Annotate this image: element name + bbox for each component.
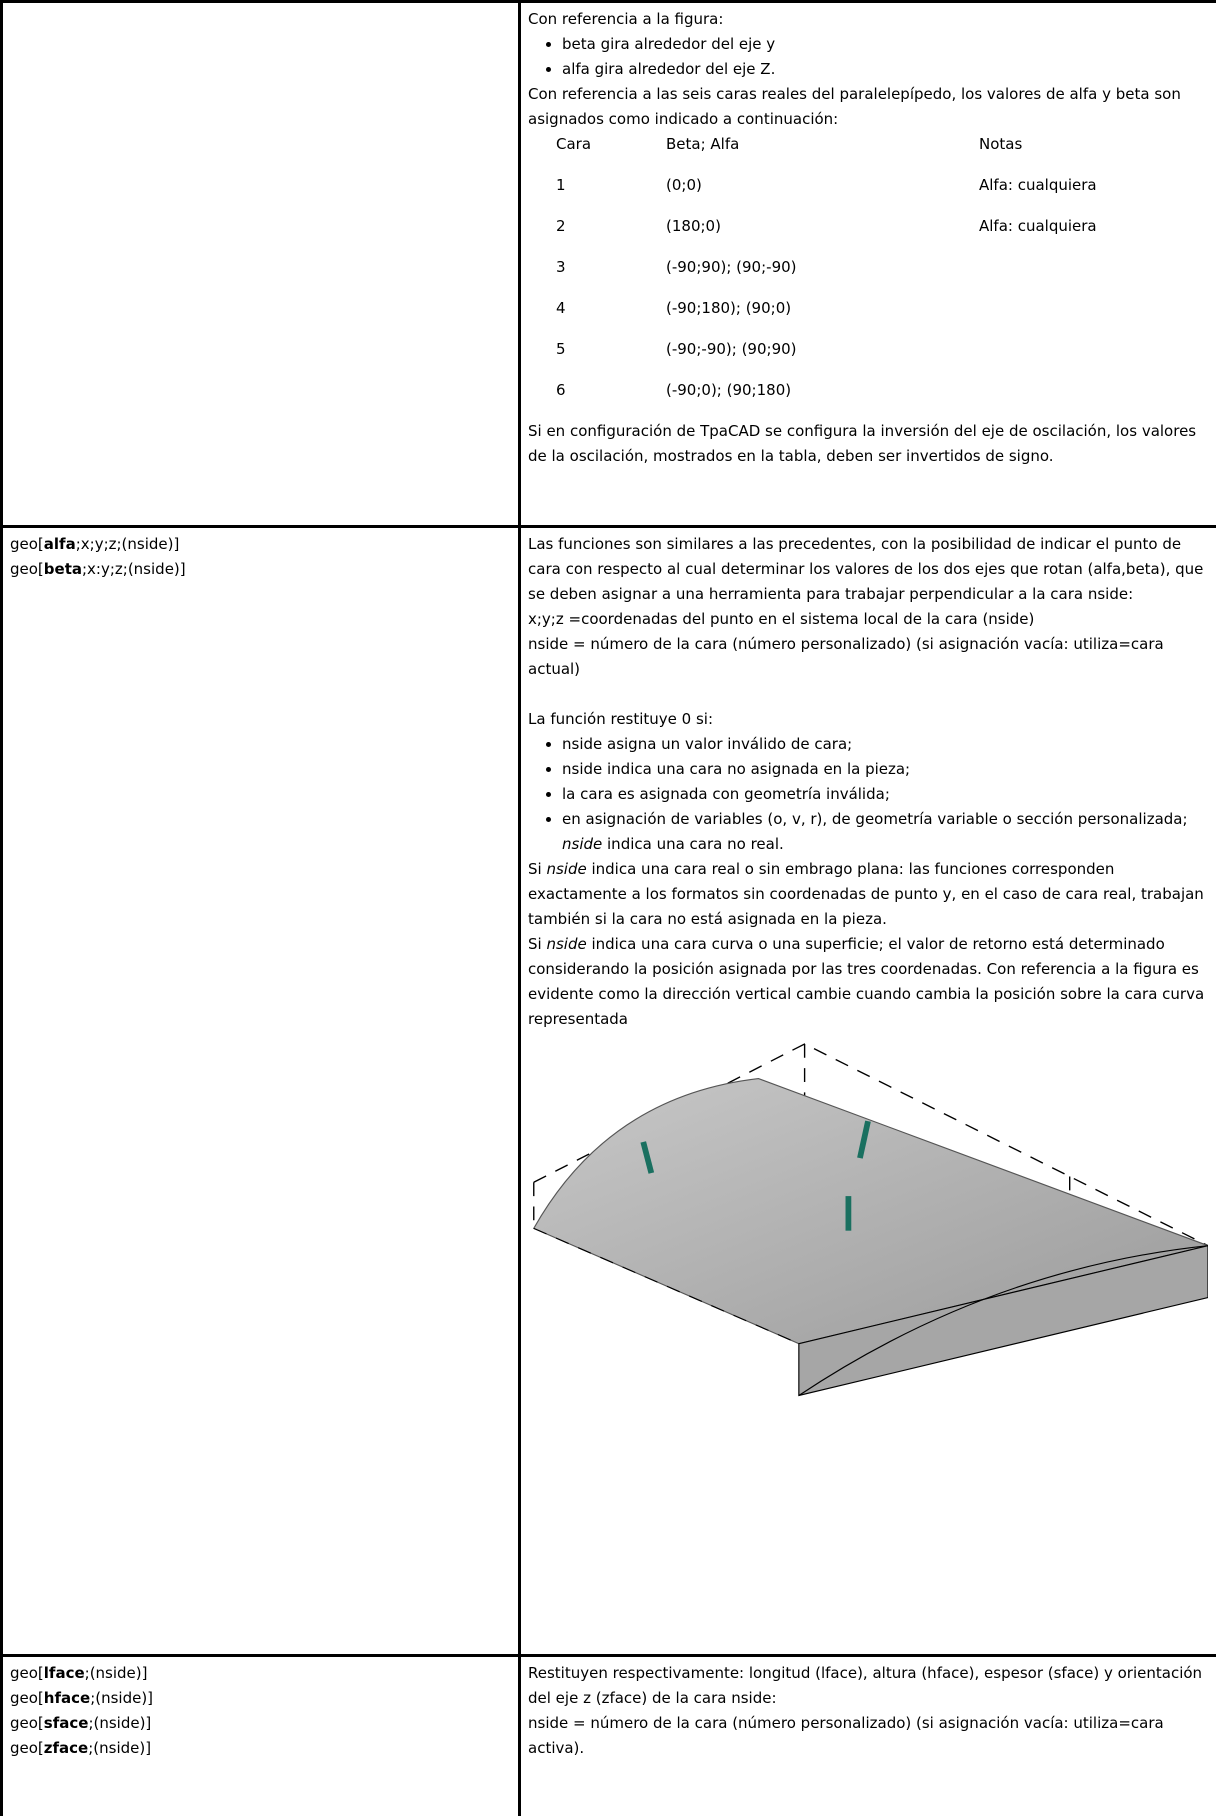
text: nside = número de la cara (número person… [528,635,1164,678]
code-part: geo[ [10,1739,44,1757]
list-item: beta gira alrededor del eje y [562,32,1209,57]
text: indica una cara curva o una superficie; … [528,935,1205,1028]
code-part: alfa [43,535,76,553]
cell-right: Con referencia a la figura: beta gira al… [518,0,1216,528]
table-row: 4 (-90;180); (90;0) [556,296,1097,337]
code-line: geo[zface;(nside)] [10,1736,511,1761]
text: Restituyen respectivamente: longitud (lf… [528,1664,1203,1707]
text: indica una cara real o sin embrago plana… [528,860,1204,928]
code-line: geo[lface;(nside)] [10,1661,511,1686]
table-cell: (0;0) [666,176,702,194]
list-item: alfa gira alrededor del eje Z. [562,57,1209,82]
table-cell: (-90;-90); (90;90) [666,340,797,358]
face-table: Cara Beta; Alfa Notas 1 (0;0) Alfa: cualquier… [556,132,1097,419]
code-part: geo[ [10,1714,44,1732]
list-item: nside asigna un valor inválido de cara; [562,732,1209,757]
code-part: ;x:y;z;(nside)] [81,560,186,578]
table-row: 5 (-90;-90); (90;90) [556,337,1097,378]
table-row: 3 (-90;90); (90;-90) [556,255,1097,296]
table-cell: (-90;180); (90;0) [666,299,792,317]
code-part: ;(nside)] [90,1689,154,1707]
cell-right: Restituyen respectivamente: longitud (lf… [518,1654,1216,1816]
code-line: geo[alfa;x;y;z;(nside)] [10,532,511,557]
table-cell: Alfa: cualquiera [979,217,1097,235]
text: nside = número de la cara (número person… [528,1714,1164,1757]
list-item: en asignación de variables (o, v, r), de… [562,807,1209,857]
text: nside [562,835,603,853]
text: Con referencia a las seis caras reales d… [528,85,1181,128]
table-row: Cara Beta; Alfa Notas [556,132,1097,173]
spacer [528,682,1209,707]
text: Si nside indica una cara real o sin embr… [528,857,1209,932]
table-row: 2 (180;0) Alfa: cualquiera [556,214,1097,255]
code-line: geo[hface;(nside)] [10,1686,511,1711]
table-cell: 1 [556,176,566,194]
text: Con referencia a la figura: [528,10,724,28]
cell-left [0,0,521,528]
row: geo[lface;(nside)] geo[hface;(nside)] geo[… [0,1654,1216,1816]
table-cell: Cara [556,135,592,153]
text: indica una cara no real. [602,835,784,853]
table-cell: 5 [556,340,566,358]
list-item: la cara es asignada con geometría inváli… [562,782,1209,807]
list: nside asigna un valor inválido de cara; … [528,732,1209,857]
code-line: geo[beta;x:y;z;(nside)] [10,557,511,582]
cell-left: geo[alfa;x;y;z;(nside)] geo[beta;x:y;z;(n… [0,525,521,1657]
cell-left: geo[lface;(nside)] geo[hface;(nside)] geo[… [0,1654,521,1816]
table-cell: (-90;90); (90;-90) [666,258,797,276]
row: Con referencia a la figura: beta gira al… [0,0,1216,528]
code-part: ;(nside)] [84,1664,148,1682]
text: x;y;z =coordenadas del punto en el siste… [528,610,1035,628]
code-part: geo[ [10,1664,44,1682]
text: Si en configuración de TpaCAD se configu… [528,422,1197,465]
list: beta gira alrededor del eje y alfa gira … [528,32,1209,82]
code-part: beta [43,560,82,578]
text: en asignación de variables (o, v, r), de… [562,810,1188,828]
table-cell: Notas [979,135,1023,153]
cell-right: Las funciones son similares a las preced… [518,525,1216,1657]
table-cell: (-90;0); (90;180) [666,381,792,399]
table-row: 1 (0;0) Alfa: cualquiera [556,173,1097,214]
figure [532,1043,1208,1397]
text: Las funciones son similares a las preced… [528,535,1204,603]
text: Si [528,935,547,953]
text: nside [546,860,587,878]
table-cell: 2 [556,217,566,235]
table-cell: 6 [556,381,566,399]
text: nside [546,935,587,953]
code-part: geo[ [10,1689,44,1707]
table-cell: Alfa: cualquiera [979,176,1097,194]
text: Si nside indica una cara curva o una sup… [528,932,1209,1032]
code-part: geo[ [10,535,44,553]
code-part: ;(nside)] [88,1739,152,1757]
code-part: lface [43,1664,85,1682]
code-part: geo[ [10,560,44,578]
text: La función restituye 0 si: [528,710,714,728]
code-line: geo[sface;(nside)] [10,1711,511,1736]
code-part: hface [43,1689,91,1707]
code-part: ;x;y;z;(nside)] [75,535,180,553]
code-part: zface [43,1739,89,1757]
code-part: ;(nside)] [88,1714,152,1732]
code-part: sface [43,1714,89,1732]
table-row: 6 (-90;0); (90;180) [556,378,1097,419]
table-cell: Beta; Alfa [666,135,740,153]
row: geo[alfa;x;y;z;(nside)] geo[beta;x:y;z;(n… [0,525,1216,1657]
text: Si [528,860,547,878]
table-cell: (180;0) [666,217,721,235]
list-item: nside indica una cara no asignada en la … [562,757,1209,782]
table-cell: 4 [556,299,566,317]
table-cell: 3 [556,258,566,276]
